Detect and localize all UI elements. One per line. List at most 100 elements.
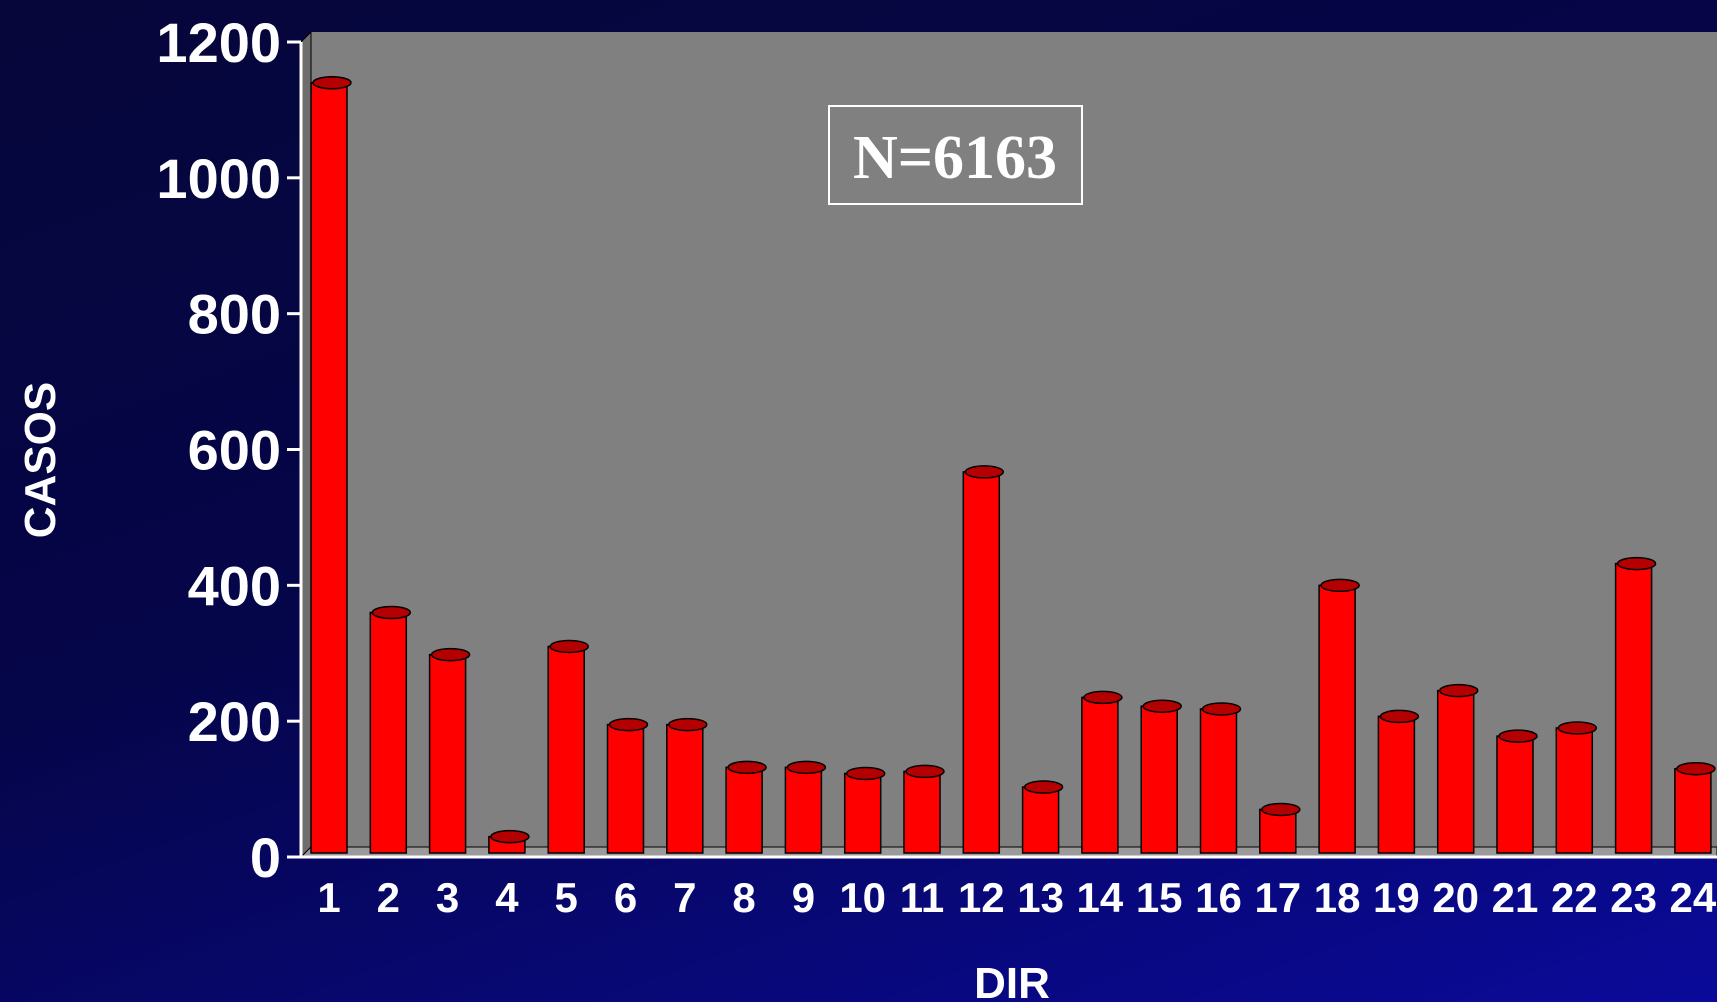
x-tick-label: 23: [1610, 874, 1657, 921]
x-tick-label: 2: [377, 874, 400, 921]
bar-top: [371, 605, 412, 620]
bar-top: [845, 766, 886, 781]
x-tick-label: 7: [673, 874, 696, 921]
x-tick-label: 16: [1195, 874, 1242, 921]
bar-body: [666, 723, 704, 854]
bar: [1555, 721, 1598, 854]
bar-body: [1318, 584, 1356, 854]
bar-top: [668, 717, 708, 732]
bar-body: [1081, 696, 1119, 854]
bar-top: [1083, 690, 1123, 705]
bar: [369, 605, 412, 854]
x-tick-label: 24: [1670, 874, 1717, 921]
bar: [1436, 683, 1479, 854]
plot-area: [311, 32, 1717, 847]
bar: [1318, 578, 1360, 854]
bar: [1081, 690, 1123, 854]
x-tick-label: 17: [1254, 874, 1301, 921]
x-tick-label: 10: [839, 874, 886, 921]
bar-top: [1023, 780, 1064, 794]
bar-top: [1320, 578, 1360, 593]
x-tick-label: 5: [555, 874, 578, 921]
x-tick-label: 14: [1077, 874, 1124, 921]
annotation-box: [828, 105, 1083, 205]
bar-top: [1379, 709, 1420, 724]
bar: [1614, 556, 1657, 854]
bars: [310, 76, 1716, 854]
bar-body: [1140, 705, 1178, 854]
bar-body: [428, 653, 467, 854]
x-tick-label: 9: [792, 874, 815, 921]
bar: [488, 829, 530, 854]
bar: [784, 760, 827, 854]
bar: [1259, 802, 1301, 854]
bar: [843, 766, 886, 854]
x-tick-label: 8: [732, 874, 755, 921]
bar-body: [725, 766, 763, 854]
bar-body: [1496, 735, 1534, 854]
bar-top: [608, 717, 649, 732]
bar-top: [549, 639, 589, 654]
bar: [428, 647, 471, 854]
y-tick-label: 600: [188, 419, 281, 482]
x-tick-label: 1: [317, 874, 340, 921]
y-axis-label: CASOS: [16, 382, 65, 538]
bar-top: [1676, 761, 1716, 776]
x-tick-label: 18: [1314, 874, 1361, 921]
x-ticks: 1 2 3 4 5 6 7 8 9 10 11 12 13 14 15 16 17 18 19 20 21 22 23 24: [317, 874, 1717, 921]
bar-top: [430, 647, 471, 662]
bar: [903, 764, 945, 854]
x-tick-label: 11: [900, 874, 944, 921]
bar: [1496, 729, 1538, 854]
bar-body: [547, 645, 585, 854]
bar: [725, 760, 767, 854]
x-tick-label: 21: [1492, 874, 1539, 921]
x-tick-label: 20: [1432, 874, 1479, 921]
bar-top: [490, 829, 530, 844]
bar-top: [312, 76, 352, 90]
y-tick-label: 400: [188, 554, 281, 617]
bar-body: [843, 772, 882, 854]
bar-top: [786, 760, 827, 775]
y-ticks: 0 200 400 600 800 1000 1200: [156, 11, 301, 889]
bar: [1140, 699, 1182, 854]
bar: [1199, 702, 1242, 854]
bar-body: [962, 471, 1001, 854]
bar: [547, 639, 589, 854]
bar-body: [369, 611, 408, 854]
y-tick-label: 1000: [156, 147, 281, 210]
bar-body: [1614, 562, 1653, 854]
bar-body: [606, 723, 645, 854]
y-tick-label: 800: [188, 283, 281, 346]
bar: [1021, 780, 1064, 854]
x-tick-label: 6: [614, 874, 637, 921]
bar-top: [1498, 729, 1538, 743]
bar-body: [1555, 727, 1594, 854]
bar-top: [905, 764, 945, 779]
bar-top: [1616, 556, 1657, 571]
x-tick-label: 19: [1373, 874, 1420, 921]
x-tick-label: 12: [958, 874, 1005, 921]
bar-top: [1261, 802, 1301, 817]
bar: [606, 717, 649, 854]
bar-body: [310, 82, 348, 854]
annotation-text: N=6163: [853, 124, 1057, 192]
bar-top: [1201, 702, 1242, 716]
y-tick-label: 0: [250, 826, 281, 889]
bar: [1377, 709, 1420, 854]
y-tick-label: 1200: [156, 11, 281, 74]
bar-body: [1199, 708, 1238, 854]
bar-top: [727, 760, 767, 775]
x-tick-label: 22: [1551, 874, 1598, 921]
x-tick-label: 13: [1017, 874, 1064, 921]
bar-top: [964, 465, 1005, 479]
bar: [666, 717, 708, 854]
bar-body: [1021, 786, 1060, 854]
bar-body: [903, 770, 941, 854]
bar-top: [1438, 683, 1479, 698]
x-tick-label: 4: [495, 874, 519, 921]
x-axis-label: DIR: [974, 959, 1050, 1002]
bar: [962, 465, 1005, 854]
bar-body: [1377, 715, 1416, 854]
